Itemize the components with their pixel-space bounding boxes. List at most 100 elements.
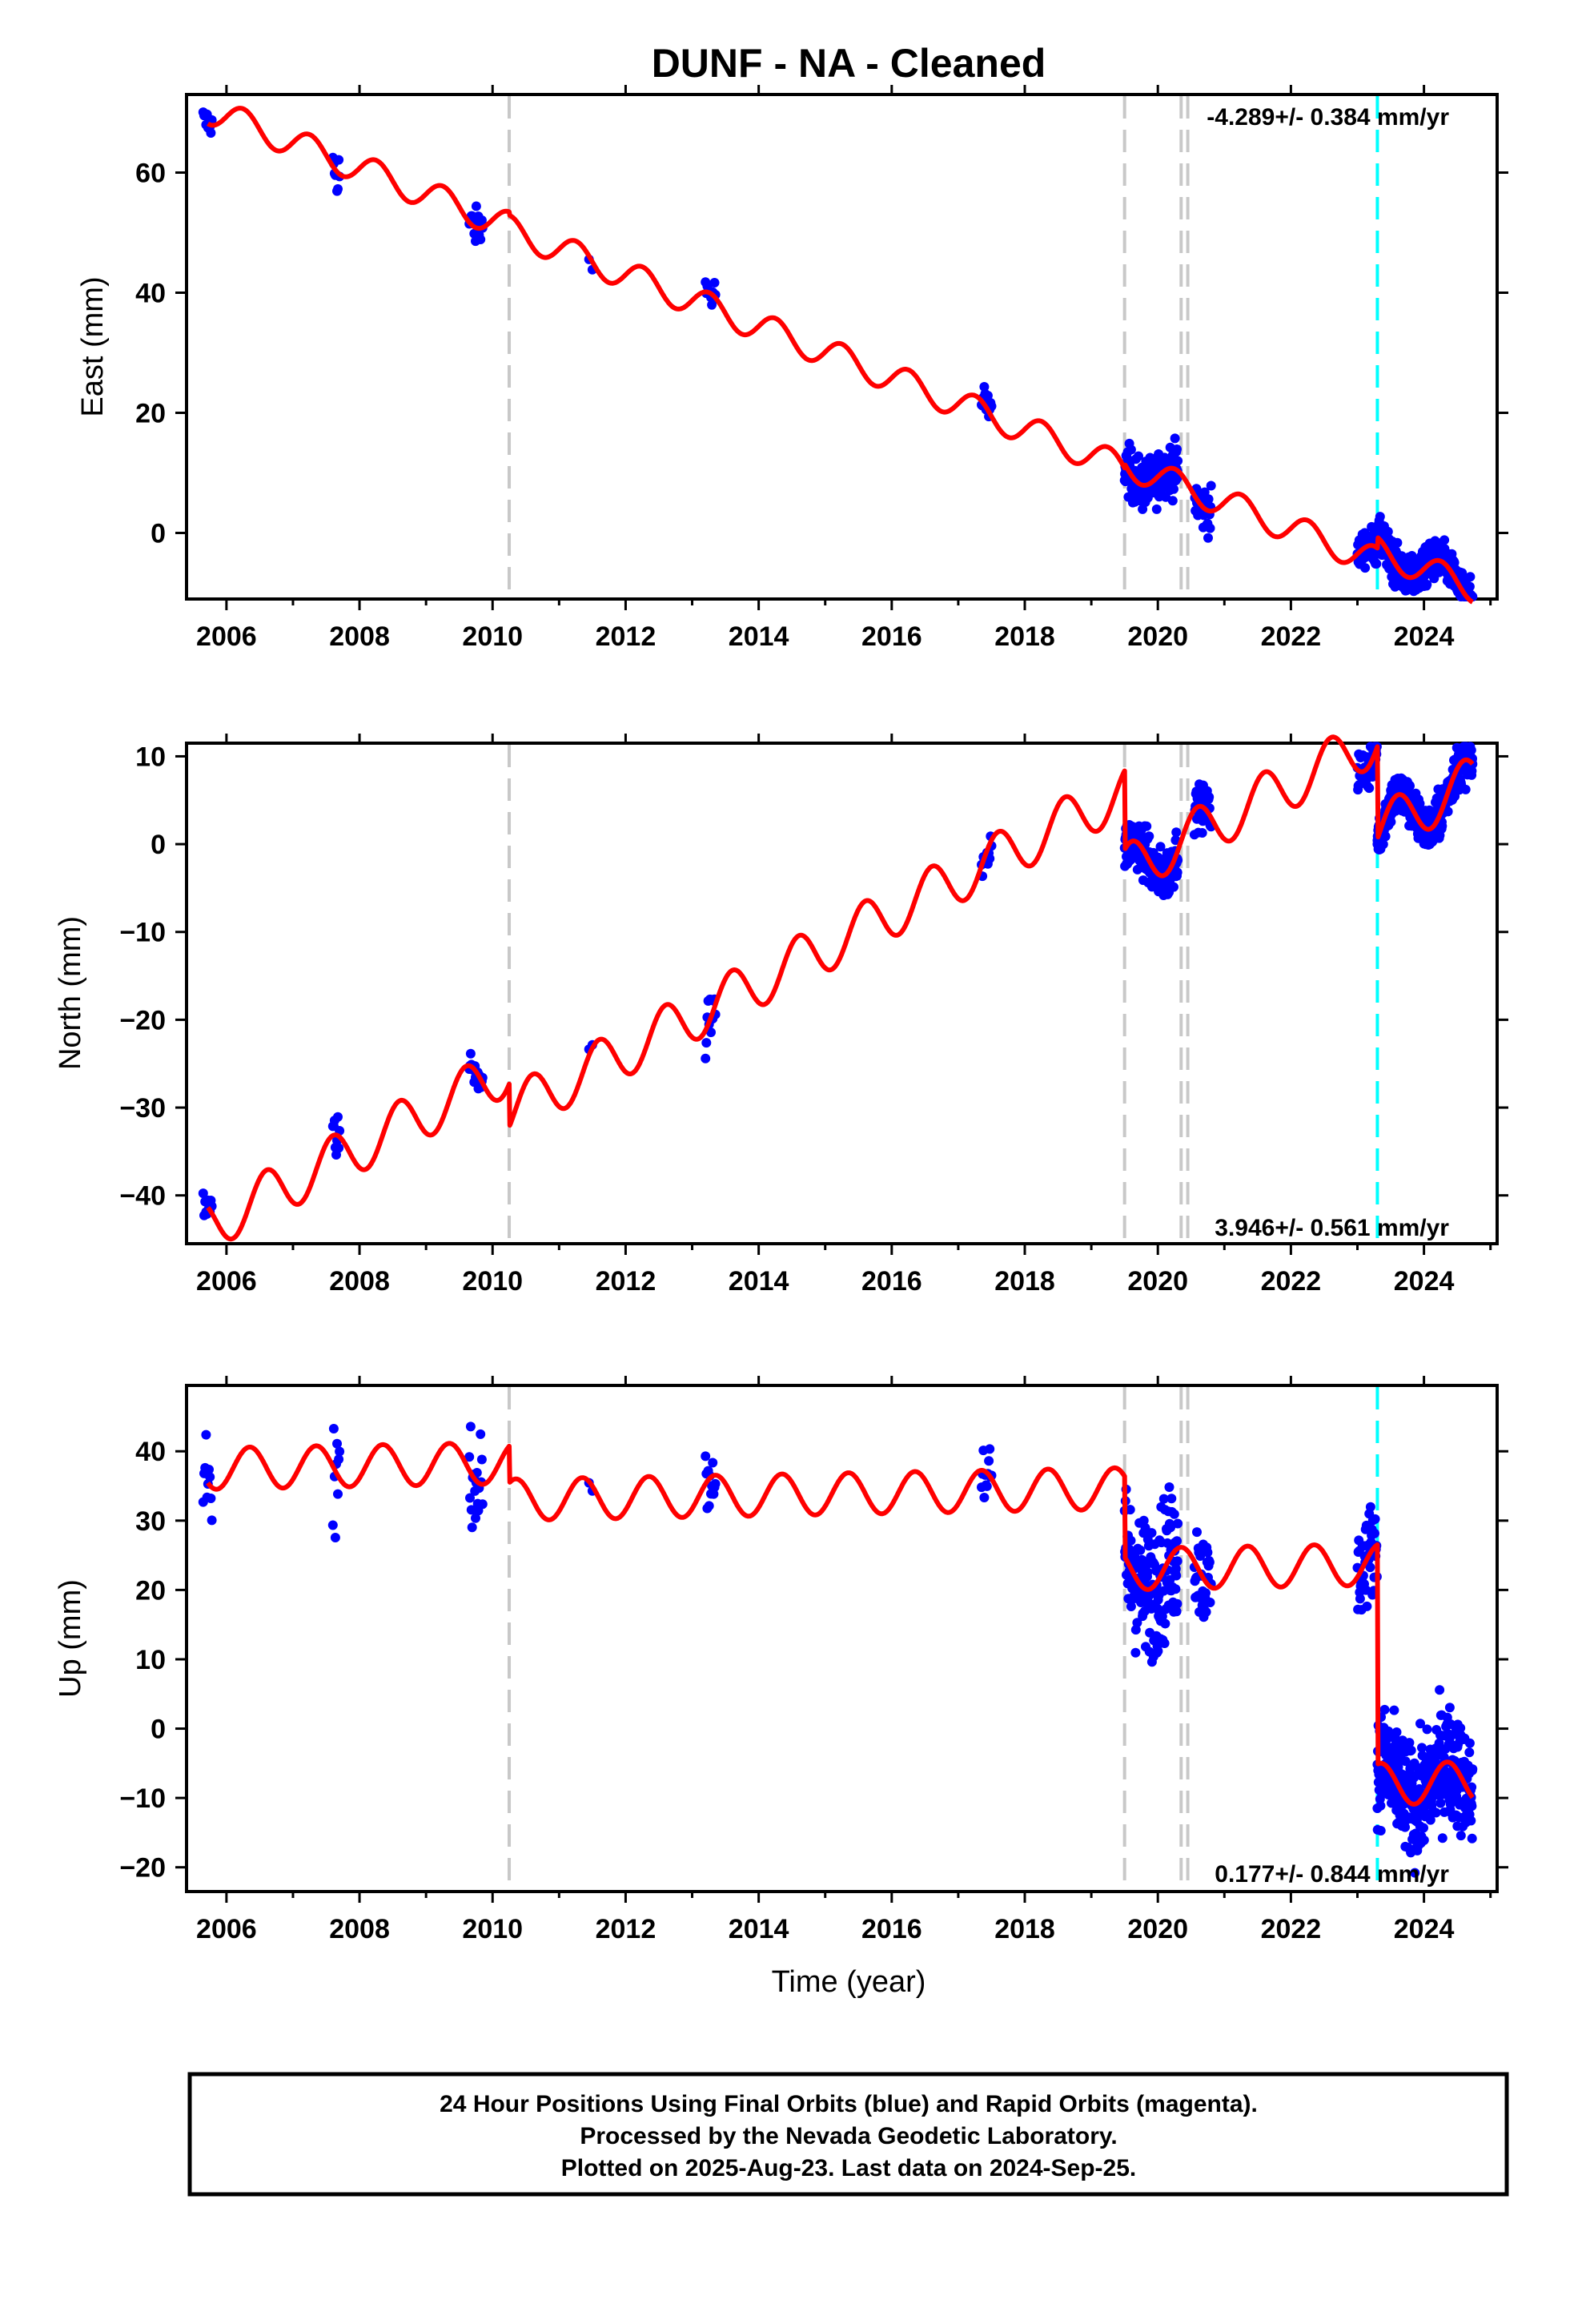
up-data-point xyxy=(979,1493,990,1502)
up-ylabel: Up (mm) xyxy=(54,1579,87,1698)
up-data-point xyxy=(465,1421,476,1432)
north-panel: 2006 2008 2010 2012 2014 2016 2018 2020 2022 2024… xyxy=(54,734,1508,1297)
up-data-point xyxy=(1370,1514,1380,1524)
up-data-point xyxy=(1204,1557,1215,1567)
north-data-point xyxy=(1204,792,1215,802)
north-ytick-label: −10 xyxy=(119,918,166,948)
up-data-point xyxy=(477,1499,488,1510)
east-xtick-label: 2012 xyxy=(596,621,656,652)
up-data-point xyxy=(1379,1704,1390,1715)
up-ytick-label: 0 xyxy=(151,1715,166,1745)
east-data-point xyxy=(1170,433,1180,444)
north-xtick-label: 2020 xyxy=(1127,1266,1188,1297)
east-data-point xyxy=(206,128,216,138)
north-data-point xyxy=(701,1053,711,1063)
north-data-point xyxy=(198,1188,208,1199)
up-data-point xyxy=(1468,1764,1478,1775)
north-panel-frame xyxy=(185,742,1499,1245)
east-data-point xyxy=(1151,504,1162,514)
north-data-point xyxy=(1172,867,1182,878)
east-data-point xyxy=(333,184,343,194)
up-data-point xyxy=(1164,1482,1174,1492)
east-ytick-label: 20 xyxy=(135,399,166,429)
east-data-point xyxy=(1360,563,1371,573)
up-xtick-label: 2014 xyxy=(729,1914,789,1944)
up-data-point xyxy=(1370,1528,1379,1538)
up-xtick-label: 2016 xyxy=(861,1914,922,1944)
east-xtick-label: 2010 xyxy=(462,621,523,652)
east-layer: 2006 2008 2010 2012 2014 2016 2018 2020 2022 2024… xyxy=(135,85,1508,652)
up-xtick-label: 2006 xyxy=(196,1914,257,1944)
up-data-point xyxy=(1135,1545,1146,1555)
up-data-point xyxy=(1466,1815,1476,1826)
up-data-point xyxy=(1153,1646,1163,1656)
up-data-point xyxy=(982,1481,992,1491)
up-data-point xyxy=(985,1444,995,1454)
north-data-point xyxy=(1142,821,1152,831)
north-xtick-label: 2016 xyxy=(861,1266,922,1297)
north-xtick-label: 2008 xyxy=(329,1266,390,1297)
up-rate-label: 0.177+/- 0.844 mm/yr xyxy=(1215,1861,1449,1888)
east-data-point xyxy=(1464,581,1475,592)
up-data-point xyxy=(1171,1570,1182,1581)
north-ytick-label: −40 xyxy=(119,1181,166,1212)
up-data-point xyxy=(1362,1601,1372,1611)
east-ytick-label: 60 xyxy=(135,159,166,189)
up-model-line xyxy=(206,1441,1475,1807)
up-data-point xyxy=(1467,1801,1477,1811)
north-data-point xyxy=(1415,798,1425,809)
up-data-point xyxy=(335,1446,345,1457)
east-model-line xyxy=(206,106,1475,605)
up-data-point xyxy=(1159,1638,1170,1648)
north-data-point xyxy=(1466,745,1476,755)
east-data-point xyxy=(1359,528,1370,538)
north-rate-label: 3.946+/- 0.561 mm/yr xyxy=(1215,1215,1449,1241)
up-data-point xyxy=(1406,1745,1416,1755)
up-data-point xyxy=(201,1429,211,1440)
up-data-point xyxy=(1435,1685,1445,1695)
east-data-point xyxy=(709,278,720,287)
up-data-point xyxy=(1166,1494,1177,1504)
up-data-point xyxy=(1130,1647,1141,1658)
north-xtick-label: 2010 xyxy=(462,1266,523,1297)
up-data-points xyxy=(198,1421,1478,1878)
east-data-point xyxy=(979,382,990,392)
north-ytick-label: 10 xyxy=(135,742,166,772)
up-data-point xyxy=(984,1456,994,1466)
north-data-point xyxy=(1380,831,1391,842)
east-ylabel: East (mm) xyxy=(76,276,110,416)
up-data-point xyxy=(1201,1606,1211,1617)
north-layer: 2006 2008 2010 2012 2014 2016 2018 2020 2022 2024… xyxy=(119,734,1508,1297)
east-ytick-label: 0 xyxy=(151,519,166,549)
up-data-point xyxy=(1160,1618,1170,1629)
north-data-point xyxy=(1405,781,1415,791)
up-data-point xyxy=(1419,1823,1428,1833)
up-data-point xyxy=(330,1533,340,1542)
north-data-point xyxy=(1144,831,1154,842)
east-data-point xyxy=(1205,523,1215,533)
east-data-point xyxy=(1375,512,1385,522)
up-data-point xyxy=(710,1478,721,1489)
up-data-point xyxy=(333,1489,343,1499)
east-data-point xyxy=(1465,572,1476,582)
up-ytick-label: 30 xyxy=(135,1506,166,1537)
up-data-point xyxy=(476,1429,486,1439)
up-data-point xyxy=(1464,1738,1475,1748)
north-xtick-label: 2024 xyxy=(1394,1266,1455,1297)
figure-title: DUNF - NA - Cleaned xyxy=(652,41,1046,86)
up-data-point xyxy=(1355,1594,1365,1604)
up-data-point xyxy=(207,1515,217,1526)
north-data-point xyxy=(1197,828,1207,838)
north-data-point xyxy=(1378,839,1388,850)
east-data-points xyxy=(198,107,1478,601)
north-ytick-label: 0 xyxy=(151,830,166,860)
north-data-point xyxy=(701,1038,712,1048)
up-data-point xyxy=(1365,1502,1375,1512)
east-xtick-label: 2022 xyxy=(1261,621,1322,652)
north-data-point xyxy=(1364,783,1375,794)
up-data-point xyxy=(708,1458,718,1468)
up-data-point xyxy=(1203,1547,1213,1558)
up-xtick-label: 2008 xyxy=(329,1914,390,1944)
up-data-point xyxy=(1431,1807,1441,1818)
